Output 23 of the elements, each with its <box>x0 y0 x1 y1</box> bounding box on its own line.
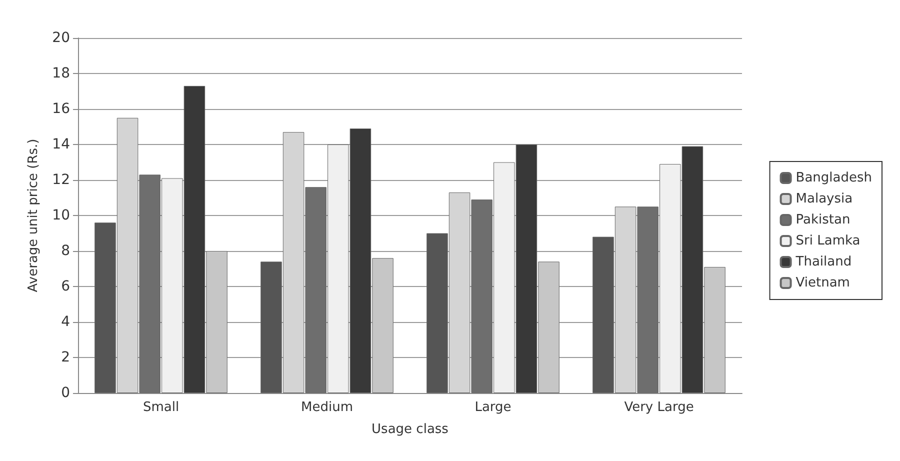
y-tick-label: 12 <box>52 172 70 188</box>
y-tick-label: 8 <box>61 243 70 259</box>
x-tick-label: Very Large <box>624 400 694 415</box>
legend-label: Vietnam <box>796 276 850 290</box>
y-tick-label: 6 <box>61 278 70 294</box>
legend-label: Pakistan <box>796 212 850 228</box>
y-tick-label: 10 <box>52 208 70 224</box>
x-tick-label: Large <box>474 400 512 415</box>
y-tick-label: 0 <box>61 385 70 401</box>
y-axis-title: Average unit price (Rs.) <box>26 138 41 292</box>
y-tick-label: 4 <box>61 314 70 330</box>
x-axis-title: Usage class <box>372 422 449 437</box>
legend-label: Bangladesh <box>796 170 872 186</box>
legend-label: Malaysia <box>796 192 853 206</box>
legend-label: Thailand <box>794 254 852 270</box>
y-tick-label: 18 <box>52 66 70 82</box>
x-tick-label: Small <box>142 400 180 415</box>
y-tick-label: 2 <box>61 350 70 366</box>
x-tick-label: Medium <box>301 400 353 415</box>
y-tick-label: 16 <box>52 101 70 117</box>
y-tick-label: 20 <box>52 30 70 46</box>
y-tick-label: 14 <box>52 136 70 152</box>
legend-label: Sri Lamka <box>796 234 860 248</box>
